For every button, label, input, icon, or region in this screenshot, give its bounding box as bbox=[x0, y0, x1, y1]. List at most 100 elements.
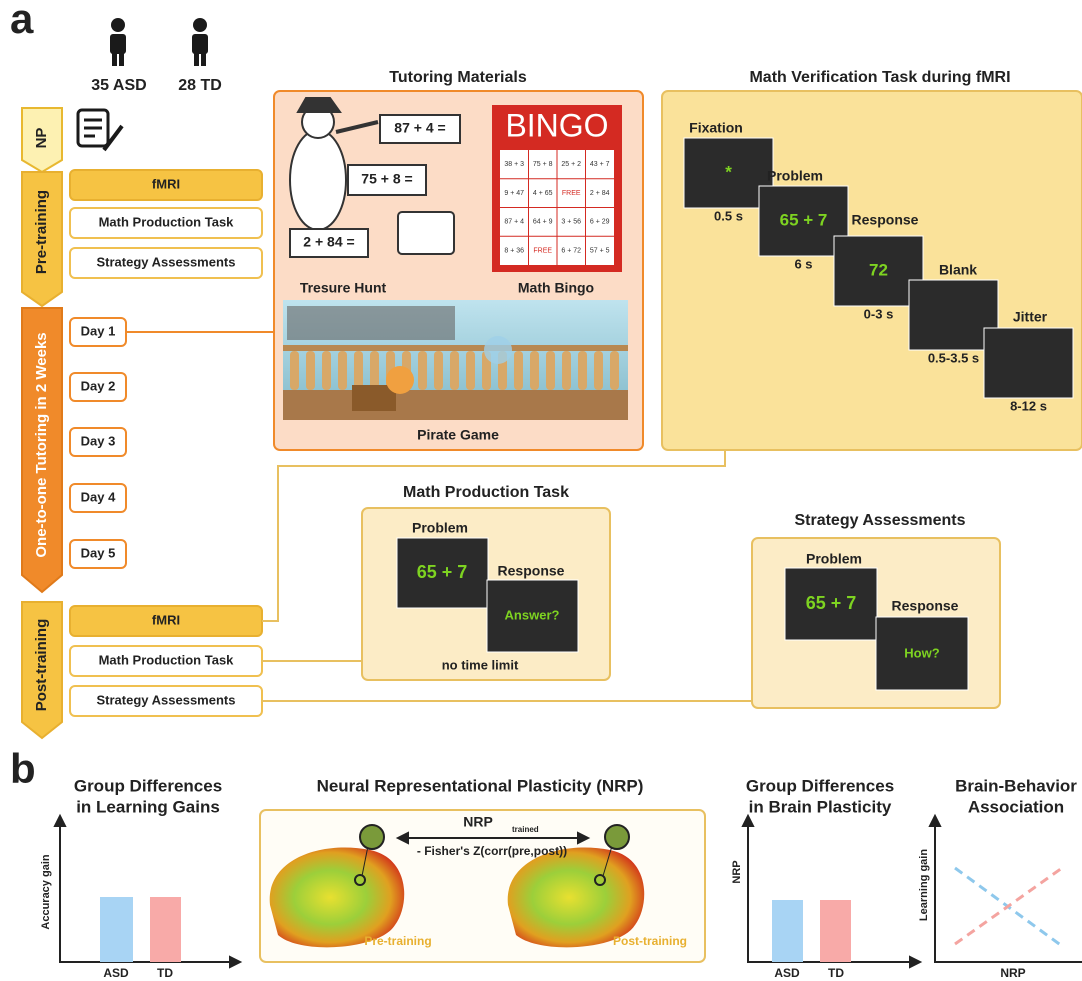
shape bbox=[398, 212, 454, 254]
label: Answer? bbox=[505, 607, 560, 622]
label: How? bbox=[904, 645, 939, 660]
shape bbox=[610, 351, 619, 390]
label: 6 + 72 bbox=[561, 247, 581, 254]
label: Problem bbox=[767, 168, 823, 184]
shape bbox=[230, 957, 240, 967]
label: FREE bbox=[562, 190, 581, 197]
shape bbox=[434, 351, 443, 390]
label: Day 1 bbox=[81, 323, 116, 338]
shape bbox=[354, 351, 363, 390]
label: Tresure Hunt bbox=[300, 280, 387, 296]
label: Math Bingo bbox=[518, 280, 594, 296]
shape bbox=[546, 351, 555, 390]
label: 75 + 8 bbox=[533, 161, 553, 168]
screen-text: * bbox=[725, 162, 732, 181]
label: Day 3 bbox=[81, 433, 116, 448]
label: 3 + 56 bbox=[561, 219, 581, 226]
label: 64 + 9 bbox=[533, 219, 553, 226]
bar-asd bbox=[100, 897, 133, 962]
person-icon bbox=[192, 18, 208, 66]
label: Group Differences bbox=[74, 776, 222, 795]
label: Learning gain bbox=[918, 849, 930, 921]
label: ASD bbox=[103, 966, 129, 980]
label: Math Production Task bbox=[99, 214, 235, 229]
shape bbox=[578, 351, 587, 390]
shape bbox=[370, 351, 379, 390]
label: Day 4 bbox=[81, 489, 116, 504]
label: 2 + 84 = bbox=[303, 234, 354, 250]
shape bbox=[530, 351, 539, 390]
label: - Fisher's Z(corr(pre,post)) bbox=[417, 844, 567, 858]
label: 87 + 4 bbox=[504, 219, 524, 226]
label: 38 + 3 bbox=[504, 161, 524, 168]
shape bbox=[270, 847, 405, 947]
shape bbox=[119, 52, 124, 66]
label: Math Production Task bbox=[403, 484, 569, 501]
label: Post-training bbox=[33, 619, 50, 712]
label: Problem bbox=[806, 551, 862, 567]
label: in Brain Plasticity bbox=[749, 797, 892, 816]
shape bbox=[450, 351, 459, 390]
shape bbox=[111, 18, 125, 32]
shape bbox=[418, 351, 427, 390]
screen-text: 65 + 7 bbox=[780, 210, 828, 229]
label: 0.5-3.5 s bbox=[928, 350, 979, 365]
shape bbox=[484, 336, 512, 364]
label: Response bbox=[498, 563, 565, 579]
label: Post-training bbox=[613, 934, 687, 948]
label: 6 + 29 bbox=[590, 219, 610, 226]
label: Jitter bbox=[1013, 309, 1048, 325]
shape bbox=[290, 130, 346, 230]
shape bbox=[562, 351, 571, 390]
label: One-to-one Tutoring in 2 Weeks bbox=[33, 332, 50, 557]
label: Strategy Assessments bbox=[97, 254, 236, 269]
document-icon bbox=[78, 110, 122, 150]
shape bbox=[338, 351, 347, 390]
label: NP bbox=[33, 128, 50, 149]
shape bbox=[192, 34, 208, 54]
shape bbox=[360, 825, 384, 849]
shape bbox=[287, 306, 455, 340]
axes bbox=[55, 816, 240, 967]
label: TD bbox=[157, 966, 173, 980]
label: Response bbox=[892, 598, 959, 614]
label: 35 ASD bbox=[91, 77, 146, 94]
label: NRP bbox=[1000, 966, 1025, 980]
panel-label: a bbox=[10, 0, 34, 42]
label: 43 + 7 bbox=[590, 161, 610, 168]
label: NRP bbox=[731, 860, 743, 883]
shape bbox=[605, 825, 629, 849]
label: 57 + 5 bbox=[590, 247, 610, 254]
label: ASD bbox=[774, 966, 800, 980]
shape bbox=[930, 816, 940, 826]
shape bbox=[112, 52, 117, 66]
label: fMRI bbox=[152, 612, 180, 627]
shape bbox=[60, 822, 235, 962]
label: 2 + 84 bbox=[590, 190, 610, 197]
screen bbox=[984, 328, 1073, 398]
shape bbox=[290, 351, 299, 390]
label: Group Differences bbox=[746, 776, 894, 795]
label: Tutoring Materials bbox=[389, 69, 527, 86]
bar-td bbox=[150, 897, 181, 962]
label: Day 5 bbox=[81, 545, 116, 560]
label: Math Production Task bbox=[99, 652, 235, 667]
label: 9 + 47 bbox=[504, 190, 524, 197]
shape bbox=[594, 351, 603, 390]
label: 4 + 65 bbox=[533, 190, 553, 197]
shape bbox=[514, 351, 523, 390]
axes bbox=[930, 816, 1082, 962]
label: Response bbox=[852, 212, 919, 228]
label: Brain-Behavior bbox=[955, 776, 1077, 795]
page: Figure html, body { margin: 0; padding: … bbox=[0, 0, 1082, 981]
label: Pirate Game bbox=[417, 427, 499, 443]
label: Accuracy gain bbox=[40, 854, 52, 929]
label: TD bbox=[828, 966, 844, 980]
label: no time limit bbox=[442, 657, 519, 672]
label: NRP bbox=[463, 814, 493, 830]
label: 0.5 s bbox=[714, 208, 743, 223]
label: BINGO bbox=[505, 107, 608, 143]
shape bbox=[743, 816, 753, 826]
label: 8-12 s bbox=[1010, 398, 1047, 413]
shape bbox=[201, 52, 206, 66]
